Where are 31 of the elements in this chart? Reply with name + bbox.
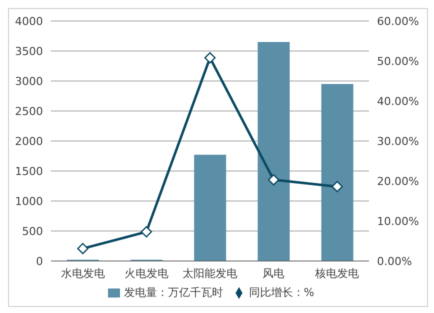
y-tick-label: 2000 xyxy=(15,135,43,148)
x-tick-label: 火电发电 xyxy=(124,266,168,280)
x-tick-label: 太阳能发电 xyxy=(182,266,238,280)
bar xyxy=(258,42,290,261)
y2-tick-label: 20.00% xyxy=(377,175,419,188)
y2-tick-label: 60.00% xyxy=(377,15,419,28)
y2-tick-label: 50.00% xyxy=(377,55,419,68)
point xyxy=(332,180,343,192)
point xyxy=(140,226,152,238)
y-tick-label: 3000 xyxy=(15,75,43,88)
y-tick-label: 0 xyxy=(36,255,43,268)
point xyxy=(268,174,280,186)
bar xyxy=(321,84,354,261)
point xyxy=(77,242,88,254)
y-tick-label: 3500 xyxy=(15,45,43,58)
y-tick-label: 2500 xyxy=(15,105,43,118)
x-tick-label: 风电 xyxy=(262,266,285,280)
y-tick-label: 500 xyxy=(22,225,43,238)
legend-label: 发电量：万亿千瓦时 xyxy=(124,286,223,299)
y2-tick-label: 0.00% xyxy=(377,255,412,268)
point xyxy=(204,52,216,64)
x-tick-label: 水电发电 xyxy=(60,266,105,280)
y2-tick-label: 40.00% xyxy=(377,95,419,108)
y2-tick-label: 30.00% xyxy=(377,135,419,148)
y-tick-label: 1500 xyxy=(15,165,43,178)
y-tick-label: 1000 xyxy=(15,195,43,208)
y2-tick-label: 10.00% xyxy=(377,215,419,228)
legend-label: 同比增长：% xyxy=(248,286,314,299)
bar xyxy=(194,154,226,261)
x-tick-label: 核电发电 xyxy=(314,266,360,280)
y-tick-label: 4000 xyxy=(15,15,43,28)
